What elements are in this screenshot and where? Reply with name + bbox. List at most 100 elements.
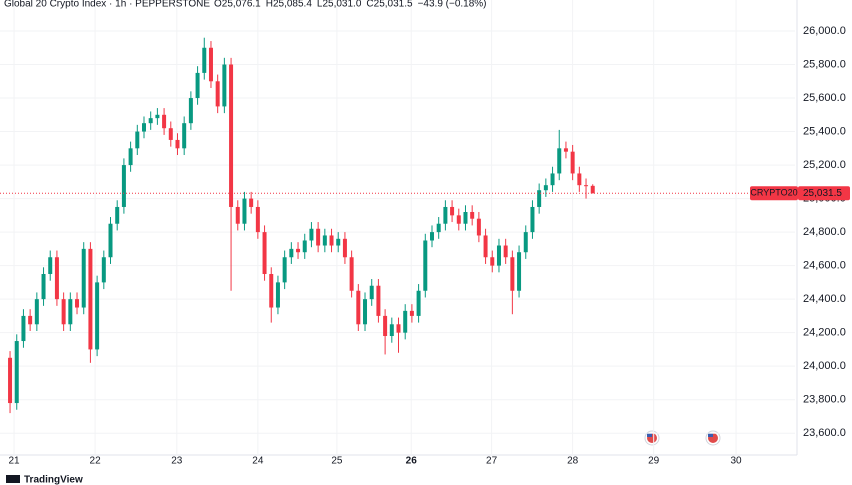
candle-body — [423, 240, 428, 291]
x-tick-label: 25 — [331, 456, 343, 467]
candle-body — [155, 114, 160, 119]
x-tick-label: 26 — [406, 456, 418, 467]
candle-body — [34, 299, 39, 325]
candle-body — [255, 206, 260, 233]
readout-change: −43.9 (−0.18%) — [418, 0, 487, 10]
candle-body — [563, 148, 568, 152]
candle-body — [242, 198, 247, 224]
candle-body — [389, 324, 394, 337]
candle-body — [141, 123, 146, 132]
candle-body — [95, 282, 100, 350]
logo: TradingView — [6, 475, 83, 485]
candle-body — [342, 238, 347, 258]
x-tick-label: 22 — [90, 456, 102, 467]
y-tick-label: 23,800.0 — [803, 394, 846, 406]
readout-value: 25,031.0 — [322, 0, 361, 10]
candle-body — [296, 248, 301, 253]
readout-label: O — [214, 0, 222, 10]
candle-body — [363, 299, 368, 325]
chart-title: Global 20 Crypto Index · 1h · PEPPERSTON… — [4, 0, 210, 10]
candle-body — [483, 235, 488, 258]
brand: TradingView — [24, 475, 83, 485]
candle-body — [108, 223, 113, 258]
candle-body — [403, 310, 408, 333]
candle-body — [222, 64, 227, 107]
y-tick-label: 24,800.0 — [803, 226, 846, 238]
y-tick-label: 25,400.0 — [803, 125, 846, 137]
candle-body — [517, 252, 522, 291]
candle-body — [470, 211, 475, 219]
readout-value: 25,031.5 — [374, 0, 413, 10]
candle-body — [302, 240, 307, 253]
x-tick-label: 29 — [648, 456, 660, 467]
candle-body — [195, 72, 200, 99]
candle-body — [121, 165, 126, 207]
y-tick-label: 25,800.0 — [803, 58, 846, 70]
candle-body — [443, 206, 448, 224]
candle-body — [202, 47, 207, 73]
candle-body — [329, 235, 334, 246]
candle-body — [289, 248, 294, 258]
candle-body — [530, 206, 535, 233]
candle-body — [81, 248, 86, 308]
candle-body — [54, 257, 59, 300]
candle-body — [128, 148, 133, 166]
candle-body — [14, 341, 19, 404]
candle-body — [322, 235, 327, 246]
y-tick-label: 26,000.0 — [803, 25, 846, 37]
candle-body — [570, 151, 575, 174]
event-flag — [708, 433, 713, 437]
candle-body — [48, 257, 53, 275]
candle-body — [135, 131, 140, 149]
candle-body — [336, 238, 341, 246]
candle-body — [188, 98, 193, 124]
candle-body — [543, 185, 548, 191]
price-tag — [798, 186, 850, 201]
candle-body — [28, 315, 33, 325]
y-tick-label: 24,000.0 — [803, 360, 846, 372]
candle-body — [383, 315, 388, 337]
y-tick-label: 24,200.0 — [803, 327, 846, 339]
candle-body — [269, 274, 274, 308]
candle-body — [590, 185, 595, 194]
candle-body — [369, 285, 374, 300]
event-flag — [647, 433, 652, 437]
candle-body — [476, 218, 481, 236]
logo-mark — [6, 475, 20, 483]
candle-body — [356, 290, 361, 325]
candle-body — [162, 114, 167, 129]
candle-body — [229, 64, 234, 207]
event-flags — [644, 430, 721, 446]
candle-body — [550, 173, 555, 186]
candle-body — [456, 215, 461, 224]
x-tick-label: 24 — [252, 456, 264, 467]
candle-body — [557, 148, 562, 174]
candle-body — [282, 257, 287, 283]
y-tick-label: 24,600.0 — [803, 260, 846, 272]
x-tick-label: 30 — [730, 456, 742, 467]
candle-body — [584, 185, 589, 187]
candle-body — [148, 118, 153, 124]
y-tick-label: 25,200.0 — [803, 159, 846, 171]
header: Global 20 Crypto Index · 1h · PEPPERSTON… — [4, 0, 487, 10]
candle-body — [61, 299, 66, 325]
candle-body — [8, 357, 13, 404]
candle-body — [275, 282, 280, 308]
candle-body — [262, 232, 267, 275]
x-tick-label: 28 — [567, 456, 579, 467]
y-tick-label: 24,400.0 — [803, 293, 846, 305]
candle-body — [537, 190, 542, 207]
candle-body — [349, 257, 354, 291]
candle-body — [396, 324, 401, 333]
candle-body — [496, 245, 501, 266]
x-tick-label: 27 — [486, 456, 498, 467]
readout-value: 25,076.1 — [222, 0, 261, 10]
candle-body — [450, 206, 455, 216]
candle-body — [309, 228, 314, 241]
candle-body — [577, 173, 582, 186]
candle-body — [175, 139, 180, 149]
candle-body — [182, 123, 187, 149]
readout-label: L — [317, 0, 323, 10]
candle-body — [101, 257, 106, 283]
